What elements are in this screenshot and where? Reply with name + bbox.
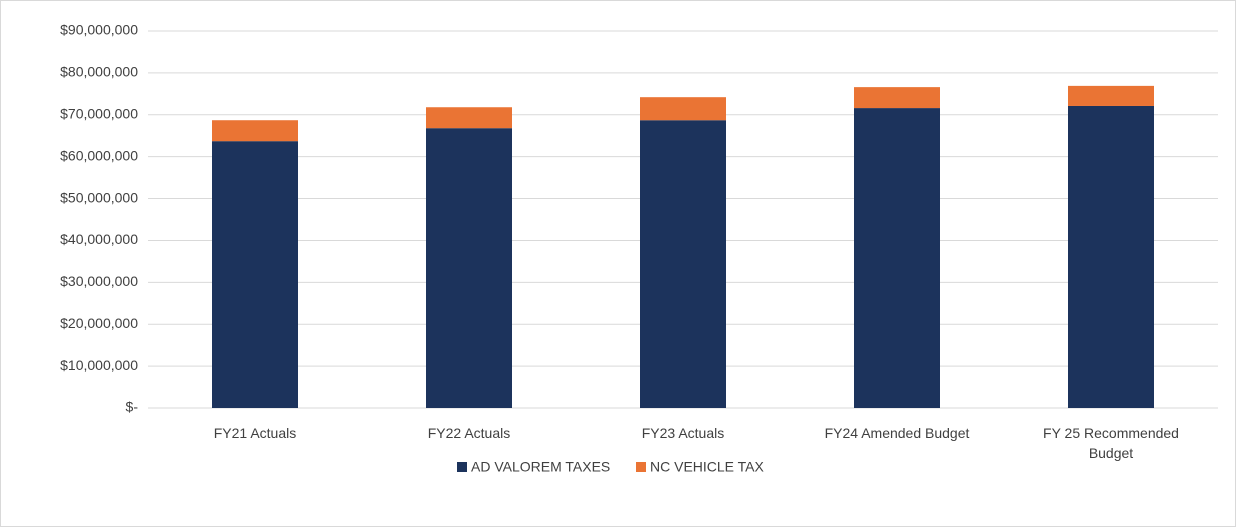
- bar-segment: [854, 87, 940, 109]
- x-tick-label: FY 25 Recommended Budget: [1043, 425, 1179, 461]
- legend-swatch: [636, 462, 646, 472]
- y-tick-label: $60,000,000: [60, 147, 138, 163]
- y-tick-label: $50,000,000: [60, 189, 138, 205]
- legend-label: NC VEHICLE TAX: [650, 459, 765, 475]
- y-tick-label: $40,000,000: [60, 231, 138, 247]
- bar-segment: [212, 120, 298, 142]
- x-tick-label: FY22 Actuals: [427, 425, 511, 441]
- y-tick-label: $30,000,000: [60, 273, 138, 289]
- bar-segment: [212, 141, 298, 408]
- x-tick-label: FY21 Actuals: [213, 425, 297, 441]
- y-tick-label: $20,000,000: [60, 315, 138, 331]
- x-tick-label: FY23 Actuals: [641, 425, 725, 441]
- y-tick-label: $70,000,000: [60, 105, 138, 121]
- bar-segment: [1068, 85, 1154, 106]
- legend-swatch: [457, 462, 467, 472]
- bar-segment: [426, 128, 512, 408]
- x-tick-label: FY24 Amended Budget: [824, 425, 970, 441]
- y-tick-label: $90,000,000: [60, 22, 138, 38]
- bar-segment: [640, 97, 726, 121]
- bar-segment: [640, 120, 726, 409]
- y-tick-label: $-: [126, 399, 139, 415]
- y-tick-label: $80,000,000: [60, 64, 138, 80]
- legend-label: AD VALOREM TAXES: [471, 459, 610, 475]
- bar-segment: [1068, 105, 1154, 408]
- y-tick-label: $10,000,000: [60, 357, 138, 373]
- bar-segment: [854, 108, 940, 408]
- bar-segment: [426, 107, 512, 129]
